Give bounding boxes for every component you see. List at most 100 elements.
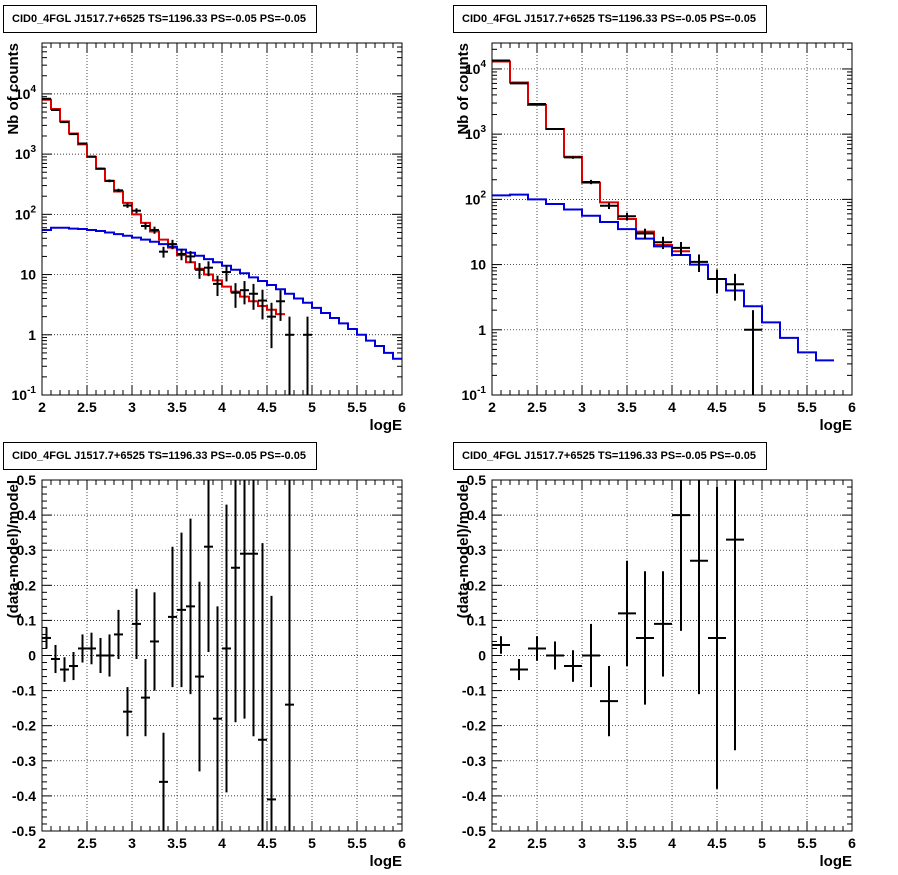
y-tick-label: 0.3 xyxy=(17,542,37,558)
data-point xyxy=(285,480,294,831)
data-point xyxy=(654,571,672,677)
data-point xyxy=(159,732,168,831)
data-point xyxy=(150,592,159,691)
y-tick-label: -0.4 xyxy=(462,788,486,804)
data-point xyxy=(690,254,708,272)
source-model-line xyxy=(42,226,402,360)
plot-frame xyxy=(41,479,403,832)
pad1-title: CID0_4FGL J1517.7+6525 TS=1196.33 PS=-0.… xyxy=(3,5,317,33)
data-point xyxy=(78,142,87,145)
data-point xyxy=(213,606,222,831)
y-tick-label: 10-1 xyxy=(462,385,487,403)
grid xyxy=(42,43,402,395)
plot-area xyxy=(42,97,402,395)
data-point xyxy=(708,269,726,294)
x-axis-title: logE xyxy=(820,417,853,434)
x-tick-label: 4.5 xyxy=(707,399,727,415)
data-point xyxy=(168,239,177,250)
data-point xyxy=(492,636,510,654)
data-point xyxy=(636,228,654,240)
data-point xyxy=(168,546,177,688)
y-tick-label: 10 xyxy=(470,257,486,273)
x-tick-label: 5.5 xyxy=(347,399,367,415)
y-tick-label: 103 xyxy=(15,144,37,162)
plot-area xyxy=(42,480,294,831)
y-tick-label: -0.3 xyxy=(12,753,36,769)
x-axis-title: logE xyxy=(370,417,403,434)
x-tick-label: 5.5 xyxy=(797,835,817,851)
data-point xyxy=(528,636,546,661)
data-point xyxy=(510,659,528,681)
x-tick-label: 3 xyxy=(578,399,586,415)
y-tick-label: 0 xyxy=(28,648,36,664)
data-point xyxy=(222,265,231,282)
chart-2: 2 2.5 3 3.5 4 4.5 5 5.5 610-1110102103104logENb … xyxy=(455,42,856,434)
data-point xyxy=(204,261,213,277)
y-tick-label: -0.4 xyxy=(12,788,36,804)
x-tick-label: 5 xyxy=(308,399,316,415)
x-tick-label: 2 xyxy=(38,399,46,415)
data-point xyxy=(726,480,744,751)
y-tick-label: 0.1 xyxy=(17,612,37,628)
y-tick-label-exponent: -1 xyxy=(27,385,36,396)
grid xyxy=(42,480,402,831)
data-point xyxy=(276,290,285,321)
y-tick-label-exponent: 4 xyxy=(480,59,486,70)
y-tick-label-exponent: -1 xyxy=(477,385,486,396)
data-point xyxy=(204,480,213,652)
data-point xyxy=(564,650,582,682)
pad4-title: CID0_4FGL J1517.7+6525 TS=1196.33 PS=-0.… xyxy=(453,442,767,470)
x-tick-label: 3 xyxy=(128,399,136,415)
y-tick-label: 0.3 xyxy=(467,542,487,558)
data-point xyxy=(51,644,60,674)
data-point xyxy=(69,133,78,136)
pad2-title: CID0_4FGL J1517.7+6525 TS=1196.33 PS=-0.… xyxy=(453,5,767,33)
data-point xyxy=(258,543,267,831)
data-point xyxy=(690,480,708,695)
y-tick-label-base: 10 xyxy=(15,86,31,102)
grid xyxy=(492,43,852,395)
y-axis-title: Nb of counts xyxy=(5,43,22,135)
data-point xyxy=(42,97,51,100)
y-tick-label: -0.3 xyxy=(462,753,486,769)
y-tick-label: 0.2 xyxy=(467,577,487,593)
data-point xyxy=(141,222,150,230)
y-tick-label: 0 xyxy=(478,648,486,664)
data-point xyxy=(87,155,96,158)
y-axis-title: (data-model)/model xyxy=(455,480,472,618)
data-point xyxy=(240,480,249,719)
y-tick-label-exponent: 3 xyxy=(30,144,36,155)
x-tick-label: 3 xyxy=(128,835,136,851)
x-tick-label: 6 xyxy=(848,835,856,851)
x-tick-label: 2.5 xyxy=(77,399,97,415)
data-point xyxy=(600,202,618,210)
data-point xyxy=(267,595,276,831)
x-tick-label: 2 xyxy=(38,835,46,851)
y-tick-label-exponent: 4 xyxy=(30,84,36,95)
x-tick-label: 2.5 xyxy=(527,835,547,851)
data-point xyxy=(132,208,141,214)
data-point xyxy=(528,103,546,106)
y-tick-label-base: 10 xyxy=(15,146,31,162)
x-tick-label: 2 xyxy=(488,399,496,415)
data-point xyxy=(744,310,762,395)
data-point xyxy=(636,571,654,705)
data-point xyxy=(231,480,240,723)
x-tick-label: 2.5 xyxy=(77,835,97,851)
y-tick-label: -0.1 xyxy=(12,683,36,699)
total-model-line xyxy=(42,98,285,316)
y-tick-label-exponent: 3 xyxy=(480,124,486,135)
plot-frame xyxy=(41,42,403,396)
y-tick-label: 0.1 xyxy=(467,612,487,628)
y-tick-label: -0.1 xyxy=(462,683,486,699)
y-tick-label: 0.5 xyxy=(17,472,37,488)
data-point xyxy=(177,532,186,688)
data-point xyxy=(249,480,258,737)
x-tick-label: 3.5 xyxy=(617,399,637,415)
data-point xyxy=(96,167,105,170)
y-tick-label: -0.2 xyxy=(12,718,36,734)
x-tick-label: 6 xyxy=(398,835,406,851)
y-tick-label: 103 xyxy=(465,124,487,142)
data-point xyxy=(546,127,564,130)
